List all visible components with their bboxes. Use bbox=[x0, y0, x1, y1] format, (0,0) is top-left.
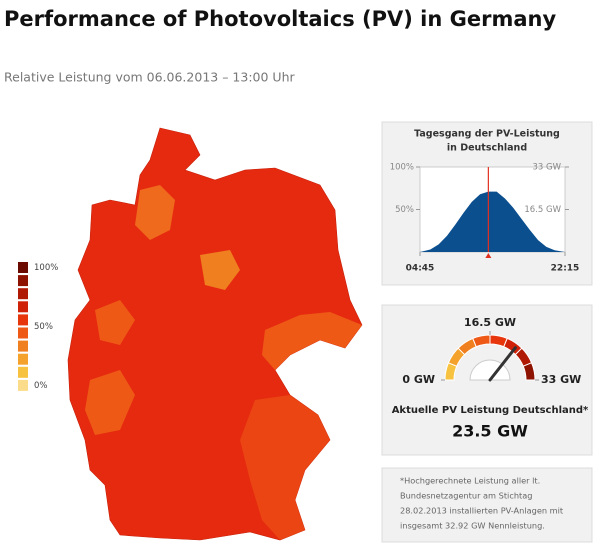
legend-swatch bbox=[18, 262, 28, 273]
y-tick-label: 50% bbox=[395, 205, 414, 215]
gauge-caption: Aktuelle PV Leistung Deutschland* bbox=[392, 405, 589, 416]
map-region bbox=[95, 300, 135, 345]
y2-tick-label: 33 GW bbox=[532, 163, 561, 173]
title: Performance of Photovoltaics (PV) in Ger… bbox=[4, 7, 556, 31]
note-line: insgesamt 32.92 GW Nennleistung. bbox=[400, 521, 545, 531]
gauge-label: 0 GW bbox=[402, 373, 435, 386]
x-tick-label: 22:15 bbox=[551, 264, 580, 274]
gauge-label: 16.5 GW bbox=[464, 316, 516, 329]
note-line: 28.02.2013 installierten PV-Anlagen mit bbox=[400, 506, 564, 516]
y-tick-label: 100% bbox=[390, 163, 414, 173]
legend-swatch bbox=[18, 366, 28, 378]
note-panel bbox=[381, 467, 593, 543]
chart-title: in Deutschland bbox=[447, 143, 527, 154]
legend-label: 50% bbox=[34, 322, 53, 332]
gauge-label: 33 GW bbox=[541, 373, 581, 386]
subtitle: Relative Leistung vom 06.06.2013 – 13:00… bbox=[4, 70, 295, 85]
note-line: *Hochgerechnete Leistung aller lt. bbox=[400, 476, 540, 486]
note-line: Bundesnetzagentur am Stichtag bbox=[400, 491, 532, 501]
legend-swatch bbox=[18, 314, 28, 326]
legend-label: 100% bbox=[34, 263, 58, 273]
legend-swatch bbox=[18, 275, 28, 287]
gauge-segment bbox=[522, 362, 536, 381]
germany-map bbox=[67, 127, 363, 541]
x-tick-label: 04:45 bbox=[406, 264, 435, 274]
map-region bbox=[135, 185, 175, 240]
legend-swatch bbox=[18, 353, 28, 365]
time-marker-arrow bbox=[485, 253, 492, 258]
gauge-needle bbox=[488, 346, 517, 382]
map-region bbox=[240, 395, 330, 540]
legend-label: 0% bbox=[34, 381, 48, 391]
map-region bbox=[262, 312, 362, 370]
area bbox=[420, 191, 565, 252]
legend-swatch bbox=[18, 301, 28, 313]
legend-swatch bbox=[18, 327, 28, 339]
legend-swatch bbox=[18, 340, 28, 352]
legend-swatch bbox=[18, 288, 28, 300]
legend-swatch bbox=[18, 379, 28, 391]
chart-title: Tagesgang der PV-Leistung bbox=[414, 129, 560, 140]
y2-tick-label: 16.5 GW bbox=[524, 205, 561, 215]
map-region bbox=[85, 370, 135, 435]
gauge-value: 23.5 GW bbox=[452, 422, 528, 441]
map-region bbox=[200, 250, 240, 290]
